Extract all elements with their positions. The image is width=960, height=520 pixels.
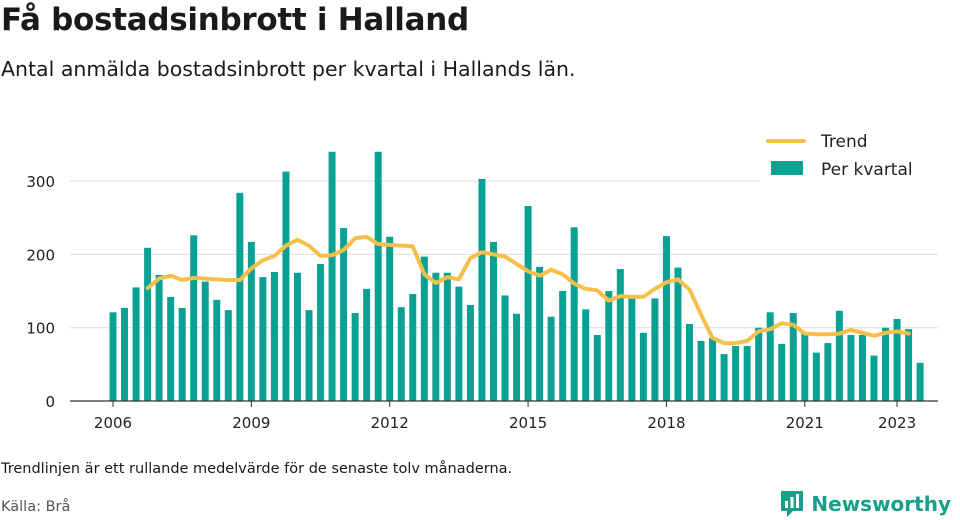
bar xyxy=(870,355,878,401)
bar xyxy=(916,362,924,401)
source-label: Källa: Brå xyxy=(1,499,71,515)
bar xyxy=(374,151,382,401)
bar xyxy=(743,346,751,401)
bar xyxy=(351,313,359,401)
bar xyxy=(213,299,221,401)
bar xyxy=(340,228,348,401)
y-tick-label: 0 xyxy=(45,393,55,411)
x-tick-label: 2015 xyxy=(509,414,547,432)
bar xyxy=(732,346,740,401)
bar xyxy=(639,332,647,401)
y-tick-label: 100 xyxy=(26,320,55,338)
bar xyxy=(478,178,486,401)
bar xyxy=(167,296,175,401)
bar xyxy=(489,241,497,401)
bar xyxy=(259,277,267,401)
bar xyxy=(570,227,578,401)
bar xyxy=(559,291,567,401)
bar xyxy=(709,337,717,401)
footnote: Trendlinjen är ett rullande medelvärde f… xyxy=(1,461,513,477)
bar xyxy=(847,335,855,401)
x-axis: 2006 2009 2012 2015 2018 2021 2023 xyxy=(70,400,938,432)
bar xyxy=(224,310,232,401)
bar xyxy=(686,324,693,401)
bar xyxy=(247,241,255,401)
bar xyxy=(155,274,163,401)
bar xyxy=(270,271,278,401)
bar xyxy=(144,247,152,401)
chart-subtitle: Antal anmälda bostadsinbrott per kvartal… xyxy=(1,57,576,81)
bar xyxy=(305,310,313,401)
bar xyxy=(432,272,440,402)
y-tick-label: 300 xyxy=(26,173,55,191)
bar xyxy=(616,269,624,401)
bar xyxy=(293,272,301,402)
bar xyxy=(697,340,705,401)
bar xyxy=(328,151,336,401)
bar xyxy=(282,171,290,401)
trend-line xyxy=(145,234,911,346)
bar xyxy=(824,343,832,401)
x-tick-label: 2009 xyxy=(232,414,270,432)
bar xyxy=(605,291,613,401)
bar xyxy=(582,309,590,402)
bar xyxy=(178,307,186,401)
legend: Trend Per kvartal xyxy=(760,126,940,184)
legend-trend-label: Trend xyxy=(820,132,868,152)
x-tick-label: 2012 xyxy=(371,414,409,432)
bar xyxy=(778,343,786,401)
x-tick-label: 2018 xyxy=(647,414,685,432)
bar xyxy=(882,327,890,401)
bar xyxy=(317,263,325,401)
bar xyxy=(766,312,774,401)
x-tick-label: 2021 xyxy=(786,414,824,432)
bar xyxy=(443,272,451,402)
bar xyxy=(201,281,209,401)
bar xyxy=(547,316,555,401)
legend-bar-swatch xyxy=(771,161,803,175)
bar xyxy=(628,298,636,401)
x-tick-label: 2023 xyxy=(878,414,916,432)
brand-name: Newsworthy xyxy=(811,492,951,516)
bar xyxy=(190,235,198,401)
bar xyxy=(386,236,394,401)
y-tick-label: 200 xyxy=(26,246,55,264)
bar xyxy=(835,310,843,401)
bar xyxy=(789,313,797,401)
bar xyxy=(755,327,763,401)
bar xyxy=(409,293,417,401)
brand-logo: Newsworthy xyxy=(779,489,951,519)
bar xyxy=(466,304,474,401)
bar xyxy=(812,352,820,401)
bar xyxy=(132,287,140,401)
bar xyxy=(651,298,659,401)
bar xyxy=(662,236,670,401)
bar xyxy=(397,307,405,401)
bar xyxy=(121,307,129,401)
bar xyxy=(513,313,521,401)
bar xyxy=(236,192,244,401)
bar xyxy=(536,266,544,401)
bar xyxy=(674,267,682,401)
bar xyxy=(524,206,532,401)
trend-series xyxy=(145,234,911,346)
bar xyxy=(455,286,463,401)
x-tick-label: 2006 xyxy=(94,414,132,432)
bar xyxy=(420,256,428,401)
bar xyxy=(893,318,901,401)
bar xyxy=(363,288,371,401)
bar xyxy=(801,332,809,401)
bar xyxy=(109,312,117,401)
bar xyxy=(720,354,728,401)
newsworthy-logo-icon xyxy=(781,491,804,517)
y-axis: 0 100 200 300 xyxy=(26,173,55,411)
bar-series xyxy=(109,151,924,402)
legend-bar-label: Per kvartal xyxy=(821,160,913,180)
bar xyxy=(593,335,601,401)
bar xyxy=(905,329,913,401)
bar xyxy=(858,335,866,401)
bar xyxy=(501,295,509,401)
chart-title: Få bostadsinbrott i Halland xyxy=(1,2,469,38)
